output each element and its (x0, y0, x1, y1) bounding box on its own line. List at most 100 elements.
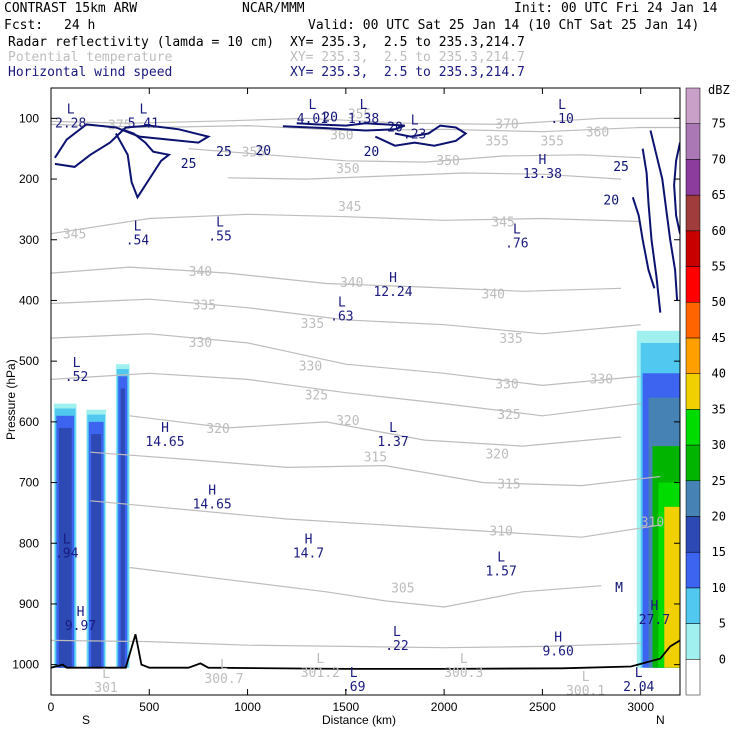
theta-layer: 375 355 370 360 360 355 355 355 350 350 345 345 345 3… (51, 107, 680, 649)
field-name-reflectivity: Radar reflectivity (lamda = 10 cm) (8, 35, 275, 50)
extremum-value: .54 (126, 234, 150, 249)
theta-extremum-marker: L (582, 670, 590, 685)
extremum-value: .23 (403, 127, 426, 142)
theta-label: 315 (497, 478, 520, 493)
init-time: Init: 00 UTC Fri 24 Jan 14 (514, 1, 718, 16)
wind-label: 20 (255, 144, 271, 159)
reflectivity-column (120, 388, 125, 668)
theta-extremum-value: 301 (94, 681, 117, 696)
theta-contour (90, 500, 661, 538)
wind-contour (115, 128, 172, 200)
colorbar-tick-label: 35 (712, 402, 726, 416)
wind-contour (54, 123, 211, 168)
theta-extremum-marker: L (220, 658, 228, 673)
colorbar-tick-label: 65 (712, 188, 726, 202)
extremum-marker: L (338, 296, 346, 311)
theta-label: 315 (364, 450, 387, 465)
colorbar-tick-label: 5 (719, 617, 726, 631)
wind-contour (631, 196, 656, 289)
colorbar-swatch (685, 516, 701, 553)
theta-label: 350 (436, 154, 459, 169)
extremum-value: .69 (342, 680, 365, 695)
y-tick-label: 500 (19, 354, 39, 368)
theta-contour (51, 213, 641, 235)
extremum-marker: L (497, 550, 505, 565)
colorbar-tick-label: 15 (712, 545, 726, 559)
colorbar-tick-label: 30 (712, 438, 726, 452)
x-tick-label: 2500 (529, 700, 556, 714)
theta-label: 345 (491, 215, 514, 230)
extremum-value: 12.24 (373, 285, 412, 300)
theta-label: 335 (193, 299, 216, 314)
colorbar-swatch (685, 480, 701, 517)
extremum-value: 9.60 (542, 645, 573, 660)
x-axis-label: Distance (km) (322, 713, 396, 727)
reflectivity-column (664, 506, 680, 668)
theta-label: 355 (540, 135, 563, 150)
theta-contour (129, 566, 602, 608)
theta-contour (51, 639, 641, 649)
theta-extremum-value: 301.2 (301, 666, 340, 681)
extremum-marker: L (558, 98, 566, 113)
colorbar-tick-label: 10 (712, 581, 726, 595)
colorbar-tick-label: 40 (712, 367, 726, 381)
field-xy-wind: XY= 235.3, 2.5 to 235.3,214.7 (290, 65, 525, 80)
theta-label: 345 (63, 228, 86, 243)
reflectivity-column (91, 433, 102, 668)
field-xy-theta: XY= 235.3, 2.5 to 235.3,214.7 (290, 50, 525, 65)
extremum-marker: H (538, 153, 546, 168)
colorbar-tick-label: 60 (712, 224, 726, 238)
wind-label: 20 (364, 145, 380, 160)
extremum-marker: H (161, 421, 169, 436)
theta-extremum-value: 300.3 (444, 666, 483, 681)
y-tick-label: 1000 (12, 658, 39, 672)
colorbar-tick-label: 50 (712, 295, 726, 309)
extremum-marker: L (350, 666, 358, 681)
theta-label: 335 (499, 332, 522, 347)
theta-label: 330 (590, 373, 613, 388)
theta-label: 370 (495, 118, 518, 133)
theta-label: 320 (485, 447, 508, 462)
y-axis-label: Pressure (hPa) (4, 359, 18, 440)
axes-layer: 100 200 300 400 500 600 700 800 900 1000 0 500 1000 1… (12, 88, 680, 714)
extremum-value: 1.37 (377, 435, 408, 450)
wind-label: 20 (387, 121, 403, 136)
theta-label: 360 (330, 129, 353, 144)
model-title: CONTRAST 15km ARW (4, 1, 138, 16)
colorbar-swatch (685, 87, 701, 124)
wind-contour (641, 148, 662, 313)
colorbar-swatch (685, 551, 701, 589)
theta-extremum-value: 300.7 (204, 672, 243, 687)
colorbar-tick-label: 45 (712, 331, 726, 345)
extremum-value: 14.65 (145, 435, 184, 450)
extremum-marker: L (513, 223, 521, 238)
colorbar-swatch (685, 587, 701, 624)
plot-frame (50, 87, 681, 696)
extremum-marker: L (67, 102, 75, 117)
x-tick-label: 500 (139, 700, 159, 714)
theta-contour (51, 372, 641, 417)
x-tick-label: 3000 (627, 700, 654, 714)
colorbar-tick-label: 75 (712, 117, 726, 131)
wind-label: 25 (613, 160, 629, 175)
theta-contour (51, 298, 641, 335)
y-tick-label: 600 (19, 415, 39, 429)
extremum-marker: L (360, 98, 368, 113)
colorbar-swatch (685, 301, 701, 339)
terrain-line (51, 634, 680, 670)
extremum-value: 9.97 (65, 619, 96, 634)
field-name-theta: Potential temperature (8, 50, 173, 65)
reflectivity-layer (53, 330, 680, 668)
theta-label: 310 (489, 524, 512, 539)
theta-contour (51, 333, 641, 387)
theta-label: 320 (336, 414, 359, 429)
colorbar-swatch (685, 230, 701, 267)
colorbar-tick-label: 20 (712, 509, 726, 523)
wind-label: 25 (216, 145, 232, 160)
wind-label: 20 (322, 110, 338, 125)
colorbar-tick-label: 70 (712, 152, 726, 166)
extremum-value: .94 (55, 546, 79, 561)
extremum-value: 4.01 (297, 112, 328, 127)
wind-contour (673, 142, 680, 234)
